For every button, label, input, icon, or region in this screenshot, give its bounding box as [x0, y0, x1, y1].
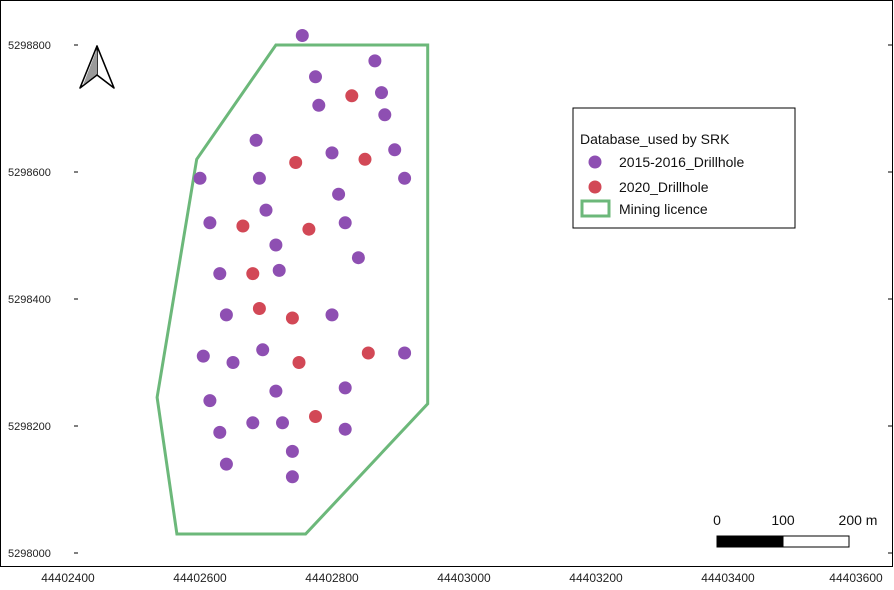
drillhole-2015-point [338, 381, 352, 395]
scale-label-100: 100 [771, 512, 795, 528]
mining-licence-polygon [155, 43, 430, 536]
drillhole-2015-point [388, 143, 402, 157]
drillhole-2015-point [332, 187, 346, 201]
legend-title: Database_used by SRK [580, 131, 730, 147]
y-axis-ticks [74, 44, 893, 554]
y-axis-labels: 5298800 5298600 5298400 5298200 5298000 [8, 40, 51, 560]
scale-segment-white [782, 535, 850, 548]
drillhole-2015-point [213, 267, 227, 281]
drillhole-points [193, 29, 412, 484]
x-tick-label: 44403000 [437, 571, 491, 585]
drillhole-2015-point [219, 308, 233, 322]
drillhole-2015-point [285, 470, 299, 484]
drillhole-2015-point [312, 98, 326, 112]
legend-symbol-2015 [588, 155, 602, 169]
scale-segment-black [716, 535, 784, 548]
drillhole-2020-point [358, 152, 372, 166]
drillhole-2015-point [398, 171, 412, 185]
drillhole-2015-point [269, 384, 283, 398]
drillhole-2015-point [259, 203, 273, 217]
drillhole-2015-point [219, 457, 233, 471]
drillhole-2015-point [398, 346, 412, 360]
drillhole-2015-point [276, 416, 289, 430]
y-tick-label: 5298800 [8, 40, 51, 52]
drillhole-2020-point [361, 346, 375, 360]
scale-label-200: 200 m [839, 512, 878, 528]
drillhole-2015-point [256, 343, 270, 357]
x-tick-label: 44403600 [829, 571, 883, 585]
drillhole-2015-point [351, 251, 365, 265]
x-tick-label: 44402800 [305, 571, 359, 585]
drillhole-2015-point [269, 238, 283, 252]
drillhole-2015-point [368, 54, 382, 68]
x-tick-label: 44403400 [701, 571, 755, 585]
y-tick-label: 5298200 [8, 421, 51, 433]
drillhole-2015-point [338, 422, 352, 436]
x-tick-label: 44403200 [569, 571, 623, 585]
legend-symbol-licence [580, 199, 611, 218]
legend-label-2015: 2015-2016_Drillhole [619, 154, 745, 170]
scale-label-0: 0 [713, 512, 721, 528]
drillhole-2015-point [193, 171, 207, 185]
drillhole-2015-point [203, 216, 217, 230]
drillhole-2015-point [249, 133, 263, 147]
x-tick-label: 44402400 [41, 571, 95, 585]
scale-bar: 0 100 200 m [713, 512, 878, 548]
drillhole-2015-point [203, 394, 217, 408]
drillhole-2020-point [345, 89, 359, 103]
y-tick-label: 5298000 [8, 548, 51, 560]
legend: Database_used by SRK 2015-2016_Drillhole… [572, 107, 796, 229]
drillhole-2015-point [252, 171, 266, 185]
legend-label-2020: 2020_Drillhole [619, 179, 709, 195]
drillhole-2020-point [302, 222, 316, 236]
drillhole-2015-point [325, 308, 339, 322]
north-arrow-icon [79, 45, 115, 89]
drillhole-2015-point [295, 29, 309, 42]
drillhole-2015-point [375, 86, 388, 100]
x-axis-labels: 44402400 44402600 44402800 44403000 4440… [41, 571, 883, 585]
legend-symbol-2020 [588, 180, 602, 194]
drillhole-2015-point [196, 349, 210, 363]
drillhole-2020-point [285, 311, 299, 325]
drillhole-2020-point [289, 156, 303, 169]
drillhole-2015-point [378, 108, 392, 122]
drillhole-2020-point [309, 410, 322, 423]
drillhole-2015-point [309, 70, 322, 84]
x-tick-label: 44402600 [173, 571, 227, 585]
drillhole-2015-point [285, 444, 299, 458]
drillhole-2020-point [246, 267, 260, 281]
drillhole-2020-point [292, 356, 306, 369]
drillhole-2015-point [246, 416, 260, 430]
drillhole-2015-point [272, 263, 286, 277]
drillhole-2020-point [236, 219, 250, 233]
drillhole-2015-point [338, 216, 352, 230]
drillhole-2020-point [252, 302, 266, 315]
legend-label-licence: Mining licence [619, 201, 708, 217]
y-tick-label: 5298400 [8, 294, 51, 306]
drillhole-2015-point [325, 146, 339, 160]
drillhole-2015-point [213, 425, 227, 439]
drillhole-2015-point [226, 356, 240, 369]
y-tick-label: 5298600 [8, 167, 51, 179]
map-border [0, 0, 893, 567]
